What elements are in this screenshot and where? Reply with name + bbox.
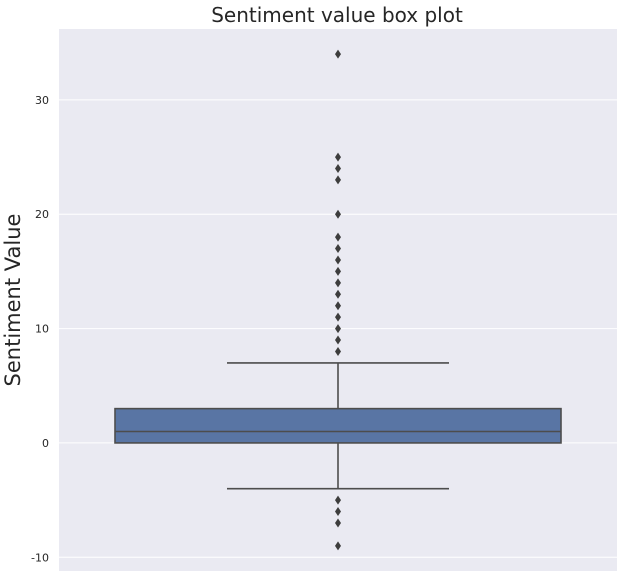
outlier-point [335,266,341,276]
y-tick-label: 10 [35,323,49,336]
outlier-point [335,301,341,311]
y-tick-label: -10 [31,551,49,564]
chart-title: Sentiment value box plot [211,3,463,27]
y-tick-label: 20 [35,208,49,221]
outlier-points [335,49,341,551]
outlier-point [335,164,341,174]
y-tick-label: 30 [35,94,49,107]
y-axis-title: Sentiment Value [1,214,25,387]
outlier-point [335,152,341,162]
outlier-point [335,312,341,322]
y-tick-label: 0 [42,437,49,450]
outlier-point [335,346,341,356]
outlier-point [335,175,341,185]
plot-area [59,29,617,571]
outlier-point [335,209,341,219]
outlier-point [335,289,341,299]
outlier-point [335,507,341,517]
outlier-point [335,518,341,528]
y-tick-labels: -10 0 10 20 30 [31,94,49,564]
outlier-point [335,244,341,254]
box-element [114,362,562,490]
outlier-point [335,495,341,505]
outlier-point [335,232,341,242]
iqr-box [114,407,562,444]
outlier-point [335,278,341,288]
outlier-point [335,335,341,345]
outlier-point [335,255,341,265]
outlier-point [335,541,341,551]
outlier-point [335,49,341,59]
outlier-point [335,324,341,334]
